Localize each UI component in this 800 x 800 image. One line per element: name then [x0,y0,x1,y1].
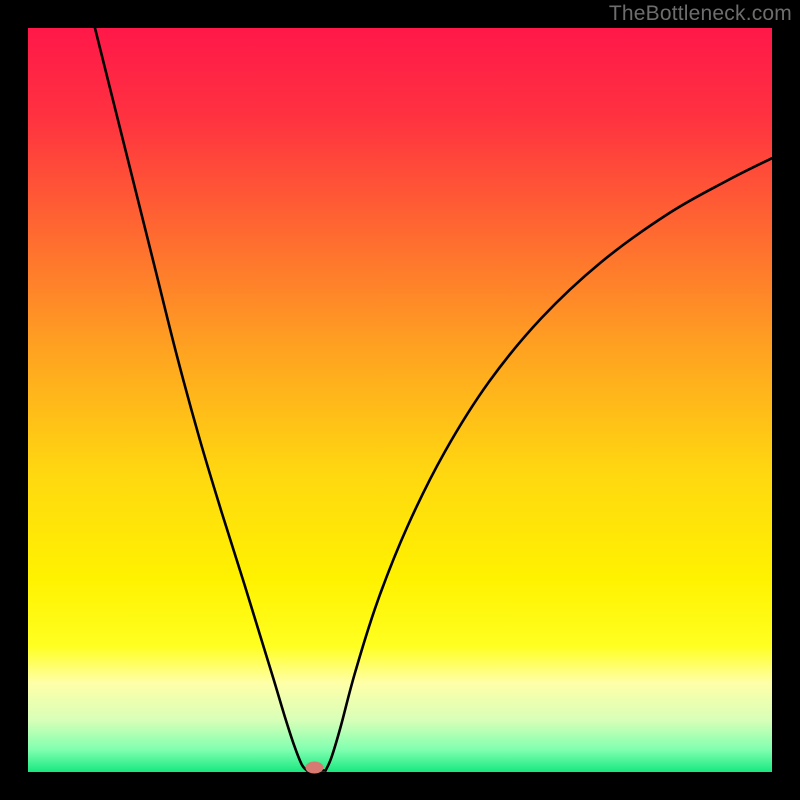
optimal-marker [305,762,323,774]
plot-background [28,28,772,772]
watermark-text: TheBottleneck.com [609,2,792,26]
bottleneck-chart [0,0,800,800]
